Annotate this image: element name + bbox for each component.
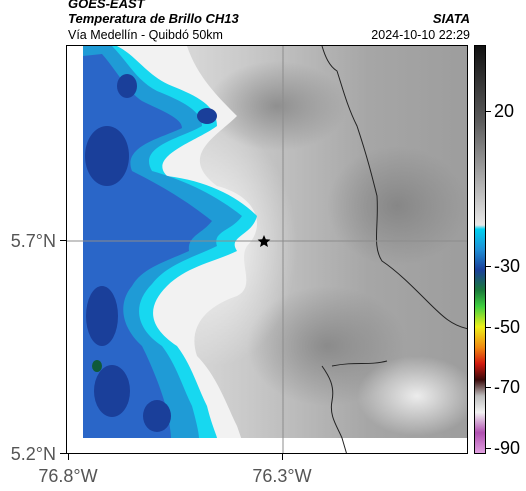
cloud-core [94, 365, 130, 417]
x-tick [68, 454, 69, 460]
colorbar-tick [486, 327, 491, 328]
boundary-line [331, 360, 388, 367]
cloud-core-green [92, 360, 102, 372]
cloud-core [117, 74, 137, 98]
gray-shade [327, 146, 467, 266]
x-axis-label: 76.3°W [252, 466, 312, 486]
colorbar-tick [486, 111, 491, 112]
satellite-map [66, 45, 468, 454]
y-tick [60, 240, 66, 241]
satellite-image [67, 46, 467, 453]
organization-label: SIATA [432, 11, 470, 26]
colorbar-tick [486, 266, 491, 267]
y-tick [60, 453, 66, 454]
location-label: Vía Medellín - Quibdó 50km [68, 28, 223, 42]
colorbar-gradient [475, 46, 485, 453]
colorbar-label: -90 [494, 438, 521, 458]
product-subtitle: Temperatura de Brillo CH13 [68, 11, 239, 26]
light-shade [357, 356, 467, 436]
star-icon [257, 235, 271, 247]
no-data-strip [67, 438, 467, 453]
no-data-strip [67, 46, 83, 453]
y-axis-label: 5.7°N [10, 231, 56, 251]
cloud-core [197, 108, 217, 124]
colorbar-tick [486, 387, 491, 388]
gray-shade [207, 61, 347, 151]
colorbar-label: -70 [494, 377, 521, 397]
x-axis-label: 76.8°W [38, 466, 98, 486]
cloud-core [85, 126, 129, 186]
product-title: GOES-EAST [68, 0, 145, 11]
colorbar-label: -30 [494, 256, 521, 276]
boundary-line [321, 365, 347, 453]
colorbar-label: -50 [494, 317, 521, 337]
y-axis-label: 5.2°N [10, 444, 56, 464]
colorbar-tick [486, 448, 491, 449]
boundary-line [321, 46, 467, 330]
colorbar-label: 20 [494, 101, 515, 121]
cloud-core [143, 400, 171, 432]
colorbar [474, 45, 486, 454]
timestamp-label: 2024-10-10 22:29 [371, 28, 470, 42]
x-tick [282, 454, 283, 460]
cloud-core [86, 286, 118, 346]
